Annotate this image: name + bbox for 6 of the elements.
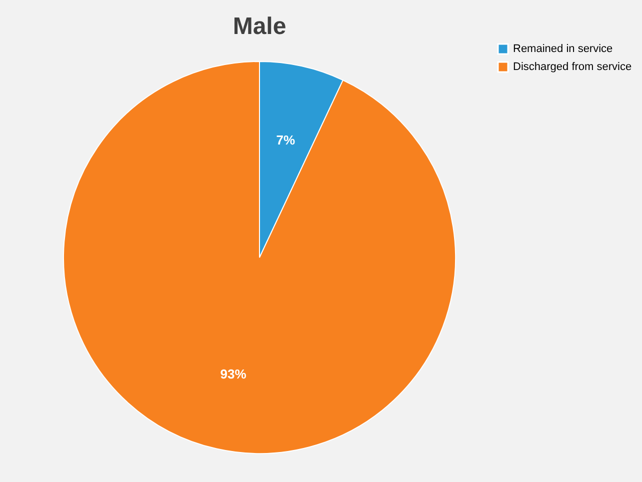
data-label: 7% (276, 132, 296, 148)
legend-label: Discharged from service (513, 61, 632, 73)
data-label: 93% (220, 366, 247, 382)
pie-slice (63, 61, 456, 454)
chart-title: Male (232, 13, 286, 40)
legend-label: Remained in service (513, 43, 613, 55)
